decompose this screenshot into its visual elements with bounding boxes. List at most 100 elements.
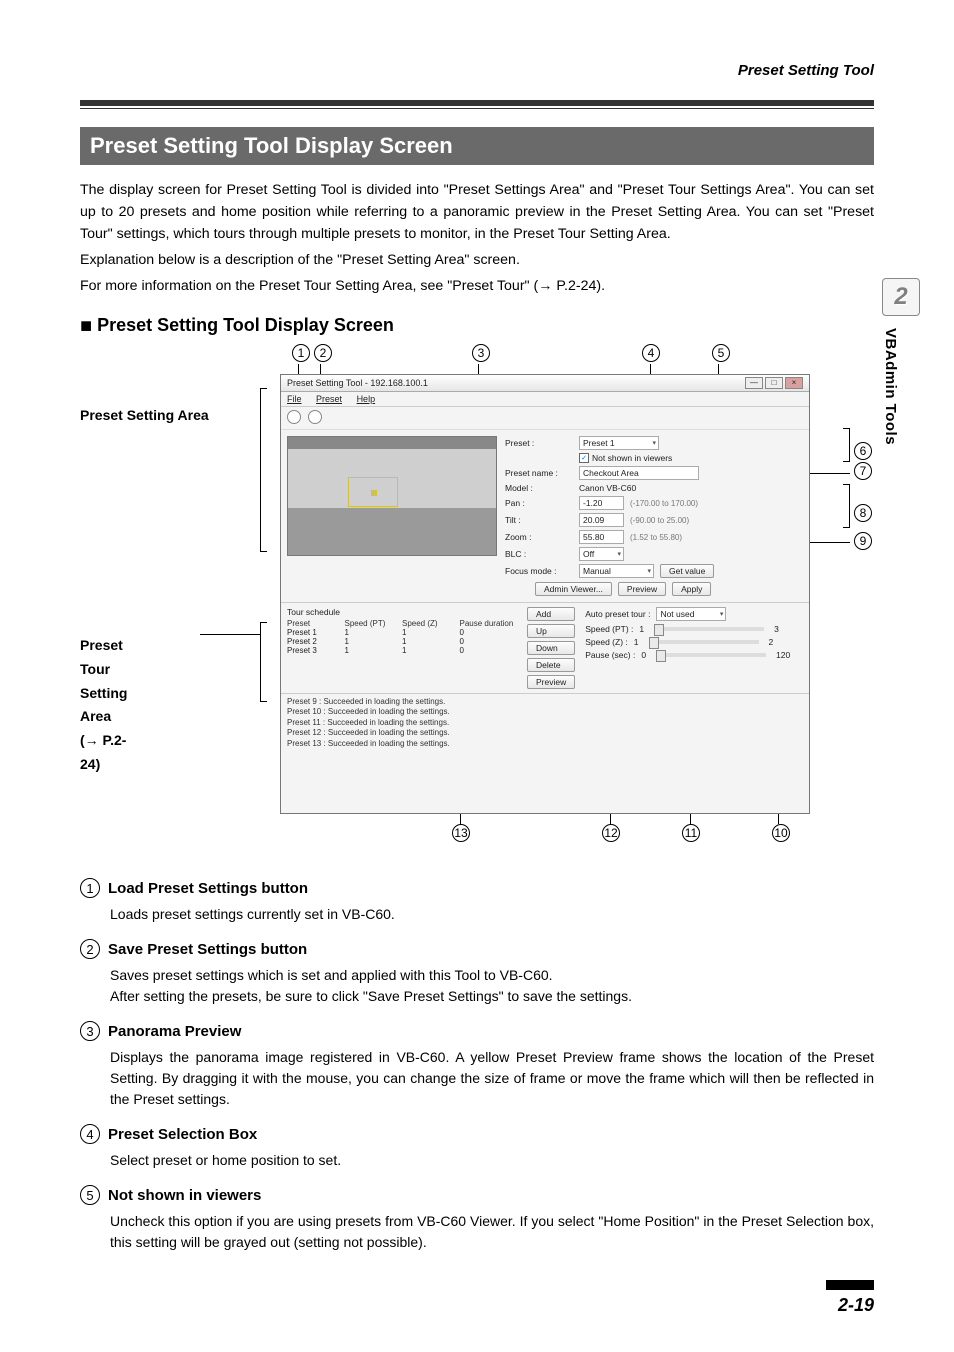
menu-preset[interactable]: Preset xyxy=(316,394,342,404)
zoom-input[interactable]: 55.80 xyxy=(579,530,624,544)
tour-row[interactable]: Preset 1110 xyxy=(287,628,517,637)
preset-form: Preset : Preset 1 ✓Not shown in viewers P… xyxy=(505,436,803,596)
menubar: File Preset Help xyxy=(281,392,809,407)
load-preset-icon[interactable] xyxy=(287,410,301,424)
preview-frame[interactable] xyxy=(348,477,398,507)
bracket-6 xyxy=(849,428,850,462)
blc-label: BLC : xyxy=(505,549,573,559)
cell: Preset 1 xyxy=(287,628,345,637)
focus-label: Focus mode : xyxy=(505,566,573,576)
zoom-range: (1.52 to 55.80) xyxy=(630,533,682,542)
panorama-preview[interactable] xyxy=(287,436,497,556)
header-rule xyxy=(80,100,874,109)
save-preset-icon[interactable] xyxy=(308,410,322,424)
intro-para-2: Explanation below is a description of th… xyxy=(80,249,874,271)
tour-preview-button[interactable]: Preview xyxy=(527,675,575,689)
item-num-3: 3 xyxy=(80,1021,100,1041)
cell: 0 xyxy=(460,637,518,646)
marker-10: 10 xyxy=(772,824,790,842)
item-body-1: Loads preset settings currently set in V… xyxy=(110,904,874,925)
tilt-range: (-90.00 to 25.00) xyxy=(630,516,689,525)
cell: 0 xyxy=(460,646,518,655)
preset-select[interactable]: Preset 1 xyxy=(579,436,659,450)
marker-4: 4 xyxy=(642,344,660,362)
speed-pt-label: Speed (PT) : xyxy=(585,624,633,634)
page-number: 2-19 xyxy=(838,1295,874,1316)
pan-input[interactable]: -1.20 xyxy=(579,496,624,510)
close-icon[interactable]: × xyxy=(785,377,803,389)
speed-pt-max: 3 xyxy=(774,624,779,634)
tour-row[interactable]: Preset 2110 xyxy=(287,637,517,646)
speed-pt-slider[interactable] xyxy=(654,627,764,631)
cell: 1 xyxy=(345,646,403,655)
speed-z-max: 2 xyxy=(769,637,774,647)
add-button[interactable]: Add xyxy=(527,607,575,621)
not-shown-label: Not shown in viewers xyxy=(592,453,672,463)
preview-button[interactable]: Preview xyxy=(618,582,666,596)
tour-row[interactable]: Preset 3110 xyxy=(287,646,517,655)
marker-8: 8 xyxy=(854,504,872,522)
blc-select[interactable]: Off xyxy=(579,547,624,561)
item-body-2: Saves preset settings which is set and a… xyxy=(110,965,874,1007)
minimize-icon[interactable]: — xyxy=(745,377,763,389)
delete-button[interactable]: Delete xyxy=(527,658,575,672)
up-button[interactable]: Up xyxy=(527,624,575,638)
maximize-icon[interactable]: □ xyxy=(765,377,783,389)
section-title: Preset Setting Tool Display Screen xyxy=(80,127,874,165)
log-line: Preset 9 : Succeeded in loading the sett… xyxy=(287,697,803,707)
bracket-8 xyxy=(849,484,850,528)
item-num-4: 4 xyxy=(80,1124,100,1144)
chapter-tab-number: 2 xyxy=(882,278,920,316)
cell: 1 xyxy=(402,646,460,655)
toolbar xyxy=(281,407,809,430)
tour-section: Tour schedule Preset Speed (PT) Speed (Z… xyxy=(281,602,809,693)
tour-buttons: Add Up Down Delete Preview xyxy=(527,607,575,689)
cell: 1 xyxy=(402,637,460,646)
window-controls[interactable]: — □ × xyxy=(745,377,803,389)
get-value-button[interactable]: Get value xyxy=(660,564,714,578)
item-title-1: Load Preset Settings button xyxy=(108,880,308,897)
header-tool-name: Preset Setting Tool xyxy=(738,62,874,79)
marker-13: 13 xyxy=(452,824,470,842)
model-label: Model : xyxy=(505,483,573,493)
speed-z-value: 1 xyxy=(634,637,639,647)
speed-pt-value: 1 xyxy=(639,624,644,634)
description-list: 1Load Preset Settings button Loads prese… xyxy=(80,878,874,1253)
item-num-2: 2 xyxy=(80,939,100,959)
intro-para-1: The display screen for Preset Setting To… xyxy=(80,179,874,245)
admin-viewer-button[interactable]: Admin Viewer... xyxy=(535,582,612,596)
window-title: Preset Setting Tool - 192.168.100.1 xyxy=(287,378,428,388)
log-line: Preset 12 : Succeeded in loading the set… xyxy=(287,728,803,738)
cell: Preset 2 xyxy=(287,637,345,646)
zoom-label: Zoom : xyxy=(505,532,573,542)
item-body-3: Displays the panorama image registered i… xyxy=(110,1047,874,1110)
marker-2: 2 xyxy=(314,344,332,362)
pause-max: 120 xyxy=(776,650,790,660)
area-label-preset-tour-2: Setting Area xyxy=(80,682,127,730)
preset-label: Preset : xyxy=(505,438,573,448)
sub-section-title-text: Preset Setting Tool Display Screen xyxy=(97,315,394,335)
preset-name-label: Preset name : xyxy=(505,468,573,478)
marker-5: 5 xyxy=(712,344,730,362)
pause-label: Pause (sec) : xyxy=(585,650,635,660)
menu-help[interactable]: Help xyxy=(357,394,376,404)
auto-tour-select[interactable]: Not used xyxy=(656,607,726,621)
log-line: Preset 11 : Succeeded in loading the set… xyxy=(287,718,803,728)
tour-col-pause: Pause duration xyxy=(460,619,518,628)
marker-1: 1 xyxy=(292,344,310,362)
menu-file[interactable]: File xyxy=(287,394,302,404)
not-shown-checkbox[interactable]: ✓ xyxy=(579,453,589,463)
apply-button[interactable]: Apply xyxy=(672,582,711,596)
model-value: Canon VB-C60 xyxy=(579,483,636,493)
log-line: Preset 10 : Succeeded in loading the set… xyxy=(287,707,803,717)
tilt-input[interactable]: 20.09 xyxy=(579,513,624,527)
marker-11: 11 xyxy=(682,824,700,842)
pause-slider[interactable] xyxy=(656,653,766,657)
tour-col-preset: Preset xyxy=(287,619,345,628)
preset-name-input[interactable]: Checkout Area xyxy=(579,466,699,480)
down-button[interactable]: Down xyxy=(527,641,575,655)
item-title-5: Not shown in viewers xyxy=(108,1187,261,1204)
speed-z-slider[interactable] xyxy=(649,640,759,644)
focus-select[interactable]: Manual xyxy=(579,564,654,578)
auto-tour-label: Auto preset tour : xyxy=(585,609,650,619)
